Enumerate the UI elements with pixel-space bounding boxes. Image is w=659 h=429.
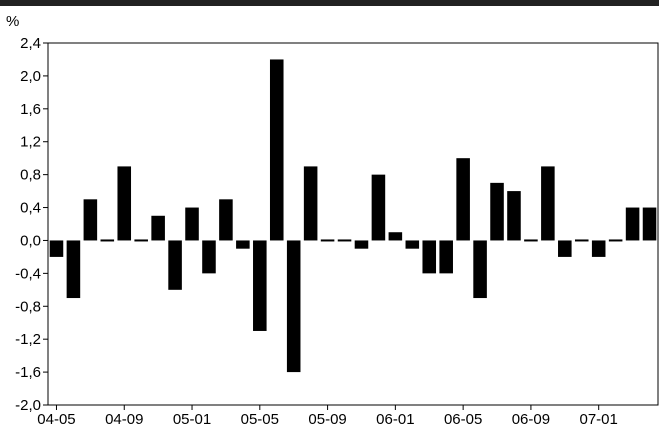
bar bbox=[473, 240, 487, 299]
bar bbox=[371, 174, 386, 241]
bar bbox=[642, 207, 657, 241]
bar bbox=[100, 239, 115, 242]
x-tick-label: 05-05 bbox=[241, 411, 279, 428]
y-axis: 2,4 2,0 1,6 1,2 0,8 0,4 0,0 -0,4 -0,8 -1,2 -1,6 -2,… bbox=[15, 35, 48, 414]
bar bbox=[320, 239, 335, 242]
bar bbox=[168, 240, 182, 290]
y-tick-label: 0,0 bbox=[20, 232, 41, 249]
bar bbox=[66, 240, 81, 299]
top-rule bbox=[0, 0, 659, 6]
bar bbox=[456, 158, 470, 241]
bar bbox=[303, 166, 318, 241]
y-tick-label: 2,4 bbox=[20, 35, 41, 52]
y-tick-label: 1,6 bbox=[20, 101, 41, 118]
bar bbox=[405, 240, 420, 249]
bar bbox=[388, 232, 403, 241]
x-tick-label: 04-05 bbox=[37, 411, 75, 428]
bar bbox=[490, 182, 504, 241]
y-tick-label: -1,6 bbox=[15, 364, 41, 381]
bar bbox=[253, 240, 267, 331]
bar bbox=[507, 191, 521, 241]
y-tick-label: 2,0 bbox=[20, 68, 41, 85]
bar bbox=[591, 240, 606, 257]
bar bbox=[269, 59, 284, 241]
bar bbox=[337, 239, 352, 242]
bar bbox=[151, 215, 165, 241]
bar bbox=[286, 240, 301, 373]
bar bbox=[83, 199, 98, 241]
bar bbox=[422, 240, 437, 274]
y-tick-label: -0,4 bbox=[15, 265, 41, 282]
bar bbox=[625, 207, 640, 241]
x-axis: 04-05 04-09 05-01 05-05 05-09 06-01 06-05 06-09… bbox=[37, 405, 618, 428]
y-tick-label: -2,0 bbox=[15, 397, 41, 414]
bar bbox=[49, 240, 64, 257]
y-tick-label: 1,2 bbox=[20, 134, 41, 151]
bar bbox=[541, 166, 555, 241]
bar bbox=[439, 240, 453, 274]
bar bbox=[354, 240, 369, 249]
x-tick-label: 05-01 bbox=[173, 411, 211, 428]
x-tick-label: 05-09 bbox=[308, 411, 346, 428]
y-tick-label: -0,8 bbox=[15, 298, 41, 315]
bar bbox=[574, 239, 589, 242]
y-tick-label: 0,8 bbox=[20, 167, 41, 184]
bar bbox=[185, 207, 199, 241]
bar bbox=[219, 199, 233, 241]
bar bbox=[202, 240, 216, 274]
plot-frame bbox=[47, 42, 659, 406]
bar bbox=[524, 239, 538, 242]
bar bbox=[236, 240, 250, 249]
bar bbox=[608, 239, 623, 242]
x-tick-label: 06-09 bbox=[512, 411, 550, 428]
x-tick-label: 04-09 bbox=[105, 411, 143, 428]
x-tick-label: 06-05 bbox=[444, 411, 482, 428]
x-tick-label: 07-01 bbox=[580, 411, 618, 428]
y-tick-label: 0,4 bbox=[20, 200, 41, 217]
bar bbox=[117, 166, 132, 241]
bar bbox=[558, 240, 572, 257]
bars bbox=[49, 59, 657, 373]
x-tick-label: 06-01 bbox=[376, 411, 414, 428]
y-tick-label: -1,2 bbox=[15, 331, 41, 348]
y-axis-unit-label: % bbox=[6, 13, 19, 30]
bar bbox=[134, 239, 148, 242]
